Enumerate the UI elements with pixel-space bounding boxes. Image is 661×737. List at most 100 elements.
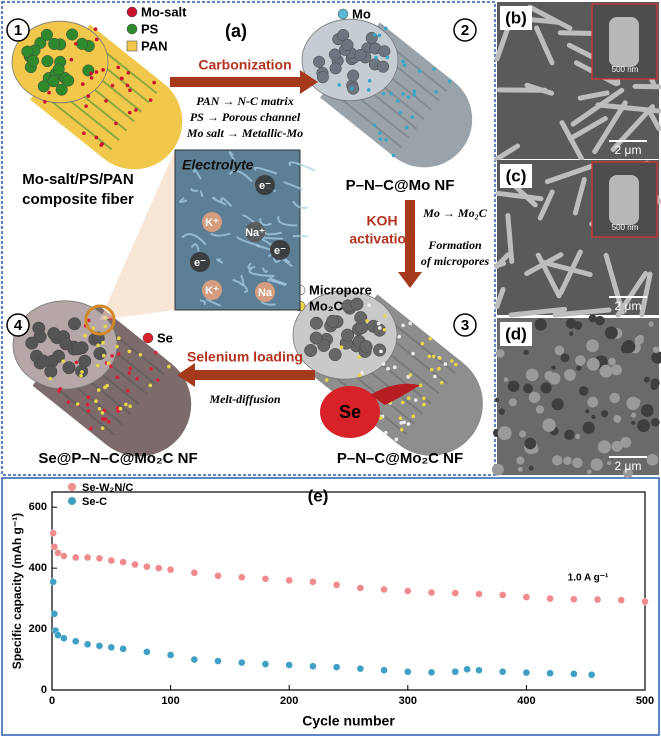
micrograph-texture [570,87,625,127]
micrograph-texture [634,335,644,345]
arrow-note: Mo salt → Metallic-Mo [186,126,303,140]
fiber-hole [354,311,368,325]
inset-texture [192,168,202,180]
data-point [451,589,459,597]
fiber-dot [431,354,436,359]
data-point [190,655,199,664]
fiber-dot [61,359,65,364]
data-point [49,578,57,586]
fiber-dot [84,104,88,108]
fiber-dot [413,398,418,402]
fiber-dot [392,365,397,369]
data-point [404,587,412,595]
fiber-dot [101,353,106,358]
fiber-dot [89,76,94,80]
fiber-dot [386,366,390,371]
fiber-dot [324,378,329,382]
fiber-dot [48,376,53,381]
inset-texture [179,197,188,204]
data-point [95,554,104,563]
fiber-dot [438,356,442,360]
panel-label-box [500,6,532,30]
fiber-dot [357,355,361,359]
fiber-hole [328,48,341,61]
panel-label-box [500,322,532,346]
y-tick-label: 600 [29,501,47,513]
inset-texture [220,197,233,208]
micrograph-texture [544,162,598,185]
fiber-dot [454,362,458,367]
fiber-dot [102,408,107,413]
micrograph-texture [592,100,628,155]
fiber-dot [110,354,114,358]
annotation: 1.0 A g⁻¹ [568,573,609,584]
inset-texture [288,161,316,172]
data-point [522,593,531,601]
panel-label: (e) [308,486,329,505]
fiber-dot [79,373,83,378]
fiber-label: Se@P–N–C@Mo₂C NF [38,450,197,467]
micrograph-texture [534,25,555,66]
process-arrow [170,70,318,94]
inset-texture [199,299,207,306]
fiber-hole [78,354,92,368]
fiber-dot [154,350,158,355]
arrow-note: of micropores [421,254,490,268]
micrograph-texture [494,252,511,269]
fiber-dot [406,422,411,426]
fiber-dot [91,326,96,330]
fiber-dot [117,336,121,341]
micrograph-texture [587,396,599,408]
micrograph-texture [650,382,659,391]
fiber-hole [66,28,79,41]
inset-texture [269,276,288,286]
fiber-dot [80,82,85,86]
fiber-dot [399,421,404,425]
step-number: 2 [461,22,469,39]
data-point [72,553,80,562]
micrograph-texture [560,353,570,363]
ion [190,252,210,272]
micrograph-texture [537,189,555,221]
micrograph-texture [535,405,544,414]
fiber-dot [135,376,139,381]
arrow-note: Melt-diffusion [208,392,280,406]
fiber-dot [118,406,123,411]
micrograph-texture [497,426,512,441]
fiber-dot [167,364,171,369]
data-point [166,565,175,574]
inset-texture [248,267,275,278]
inset-texture [292,200,308,209]
fiber-dot [410,115,415,119]
micrograph-texture [551,398,564,411]
micrograph-texture [508,398,517,407]
fiber-dot [397,334,402,339]
legend-marker [68,497,76,505]
fiber-hole [359,340,373,354]
micrograph-texture [534,318,547,331]
micrograph-texture [559,120,585,162]
data-point [143,562,151,571]
fiber-dot [101,68,105,72]
panel-label: (b) [505,8,527,27]
fiber-hole [93,347,107,361]
x-axis-label: Cycle number [302,713,395,729]
data-point [332,663,341,671]
fiber-dot [128,88,132,93]
panel-label: (c) [506,166,527,185]
data-point [83,640,92,649]
micrograph-texture [542,418,556,432]
fiber-dot [406,396,411,401]
inset-texture [253,166,278,175]
fiber-dot [94,399,98,404]
micrograph-texture [617,444,622,450]
ion-label: K⁺ [205,285,219,297]
micrograph-texture [646,453,659,466]
fiber-dot [97,407,102,411]
panel-e-frame [1,477,660,736]
fiber-dot [412,92,417,97]
legend-label: Micropore [309,282,372,297]
micrograph-texture [652,346,660,354]
micrograph-texture [586,469,592,475]
